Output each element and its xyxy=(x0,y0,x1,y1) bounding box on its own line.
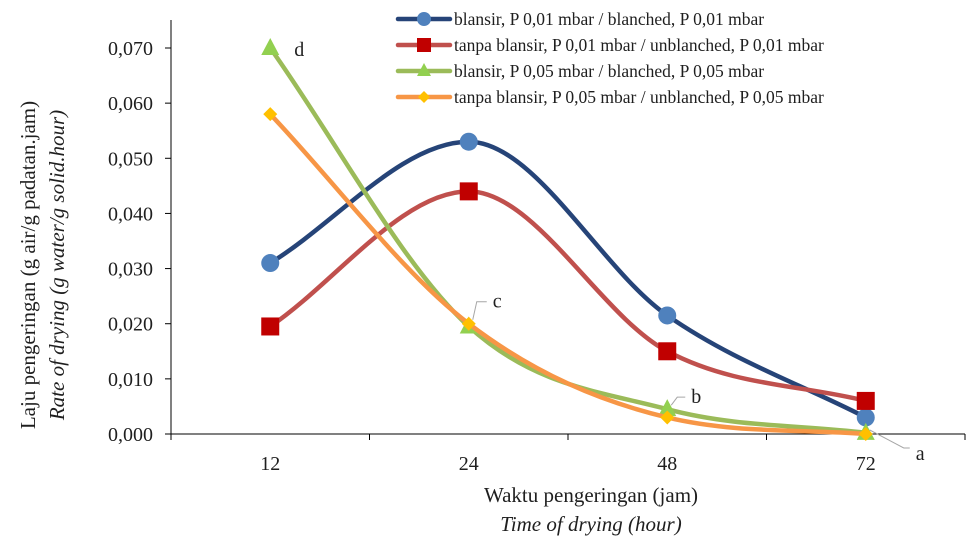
series-line xyxy=(268,139,868,420)
annotation-label: a xyxy=(916,443,925,465)
y-tick-label: 0,010 xyxy=(108,369,153,391)
data-point xyxy=(461,316,476,331)
data-point xyxy=(660,410,675,425)
x-tick-label: 24 xyxy=(459,453,479,475)
legend-swatch-marker xyxy=(418,91,430,103)
y-axis-title: Laju pengeringan (g air/g padatan.jam) xyxy=(16,101,40,429)
y-tick-label: 0,030 xyxy=(108,259,153,281)
data-point xyxy=(658,306,677,325)
data-point xyxy=(658,342,677,361)
x-axis-title: Waktu pengeringan (jam) xyxy=(484,483,698,507)
series-1 xyxy=(261,132,875,427)
annotation-label: b xyxy=(691,386,701,408)
legend-item-3: blansir, P 0,05 mbar / blanched, P 0,05 … xyxy=(395,61,764,81)
annotation-leader xyxy=(869,429,910,449)
data-point xyxy=(459,132,478,151)
data-point xyxy=(261,38,280,55)
annotation-label: d xyxy=(294,39,304,61)
series-4 xyxy=(263,107,873,441)
legend-label: blansir, P 0,01 mbar / blanched, P 0,01 … xyxy=(454,9,764,29)
legend-item-4: tanpa blansir, P 0,05 mbar / unblanched,… xyxy=(395,87,824,107)
annotation-leader xyxy=(670,396,686,406)
y-tick-label: 0,050 xyxy=(108,148,153,170)
data-point xyxy=(658,399,677,417)
y-tick-label: 0,060 xyxy=(108,93,153,115)
legend-swatch-marker xyxy=(417,12,431,26)
legend-swatch-marker xyxy=(417,63,431,76)
data-point xyxy=(856,391,875,410)
x-tick-label: 72 xyxy=(856,453,876,475)
series-line xyxy=(268,111,868,437)
data-point xyxy=(261,317,280,336)
y-axis-subtitle: Rate of drying (g water/g solid.hour) xyxy=(45,110,69,421)
y-tick-label: 0,020 xyxy=(108,314,153,336)
legend-label: tanpa blansir, P 0,01 mbar / unblanched,… xyxy=(454,35,824,55)
legend-label: tanpa blansir, P 0,05 mbar / unblanched,… xyxy=(454,87,824,107)
y-tick-label: 0,000 xyxy=(108,424,153,446)
data-point xyxy=(856,408,875,427)
annotation-label: c xyxy=(493,291,502,313)
legend-item-2: tanpa blansir, P 0,01 mbar / unblanched,… xyxy=(395,35,824,55)
data-point xyxy=(858,427,873,441)
x-axis-subtitle: Time of drying (hour) xyxy=(500,512,681,536)
y-tick-label: 0,070 xyxy=(108,38,153,60)
legend-label: blansir, P 0,05 mbar / blanched, P 0,05 … xyxy=(454,61,764,81)
series-line xyxy=(268,45,868,436)
legend-swatch-marker xyxy=(417,38,431,52)
x-tick-label: 12 xyxy=(260,453,280,475)
series-line xyxy=(268,189,868,404)
legend-item-1: blansir, P 0,01 mbar / blanched, P 0,01 … xyxy=(395,9,764,29)
series-2 xyxy=(261,182,875,410)
x-tick-label: 48 xyxy=(657,453,677,475)
annotation-leader xyxy=(472,301,487,320)
data-point xyxy=(263,107,278,122)
y-tick-label: 0,040 xyxy=(108,203,153,225)
data-point xyxy=(459,182,478,201)
data-point xyxy=(261,254,280,273)
